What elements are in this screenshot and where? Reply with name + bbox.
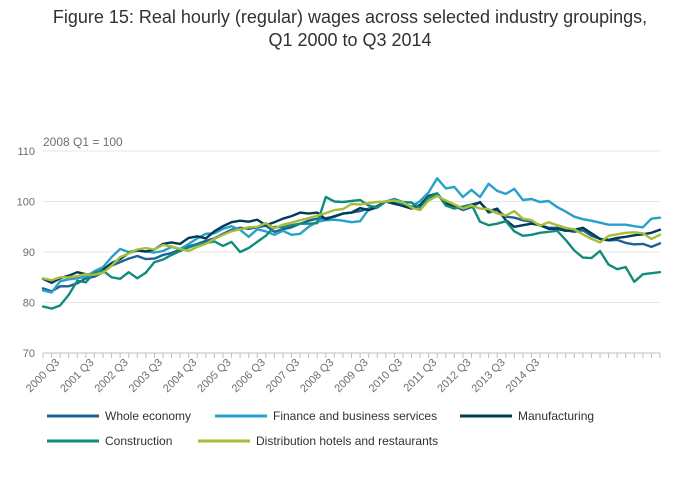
series-line-construction <box>41 192 662 310</box>
x-tick-label: 2012 Q3 <box>435 357 473 395</box>
x-tick-label: 2003 Q3 <box>127 357 165 395</box>
x-tick-label: 2005 Q3 <box>195 357 233 395</box>
x-tick-label: 2014 Q3 <box>504 357 542 395</box>
legend-item-distribution-hotels-and-restaurants: Distribution hotels and restaurants <box>198 434 438 448</box>
x-tick-label: 2009 Q3 <box>332 357 370 395</box>
legend: Whole economy Finance and business servic… <box>47 409 594 448</box>
legend-item-finance-and-business-services: Finance and business services <box>215 409 437 423</box>
y-tick-label: 110 <box>17 146 35 158</box>
y-tick-label: 80 <box>23 298 35 310</box>
y-axis-caption: 2008 Q1 = 100 <box>43 135 123 149</box>
legend-label: Construction <box>105 434 172 448</box>
x-tick-label: 2002 Q3 <box>92 357 130 395</box>
y-axis: 70 80 90 100 110 <box>17 146 35 360</box>
series-line-manufacturing <box>41 192 662 284</box>
x-tick-label: 2000 Q3 <box>24 357 62 395</box>
y-tick-label: 90 <box>23 247 35 259</box>
legend-label: Finance and business services <box>273 409 437 423</box>
x-tick-label: 2010 Q3 <box>367 357 405 395</box>
x-tick-label: 2008 Q3 <box>298 357 336 395</box>
chart-title-line-2: Q1 2000 to Q3 2014 <box>268 30 432 50</box>
series-line-finance-and-business-services <box>41 177 662 294</box>
x-tick-label: 2007 Q3 <box>264 357 302 395</box>
x-tick-label: 2006 Q3 <box>230 357 268 395</box>
legend-label: Distribution hotels and restaurants <box>256 434 438 448</box>
x-tick-label: 2004 Q3 <box>161 357 199 395</box>
chart-title-line-1: Figure 15: Real hourly (regular) wages a… <box>52 7 648 27</box>
series-lines <box>41 177 662 310</box>
legend-label: Manufacturing <box>518 409 594 423</box>
chart-title: Figure 15: Real hourly (regular) wages a… <box>0 6 700 52</box>
series-line-distribution-hotels-and-restaurants <box>41 194 662 282</box>
x-tick-label: 2013 Q3 <box>470 357 508 395</box>
legend-item-manufacturing: Manufacturing <box>460 409 594 423</box>
y-tick-label: 70 <box>23 348 35 360</box>
x-tick-label: 2011 Q3 <box>402 357 440 395</box>
legend-item-construction: Construction <box>47 434 172 448</box>
legend-item-whole-economy: Whole economy <box>47 409 191 423</box>
legend-label: Whole economy <box>105 409 191 423</box>
y-tick-label: 100 <box>17 197 35 209</box>
x-tick-label: 2001 Q3 <box>58 357 96 395</box>
